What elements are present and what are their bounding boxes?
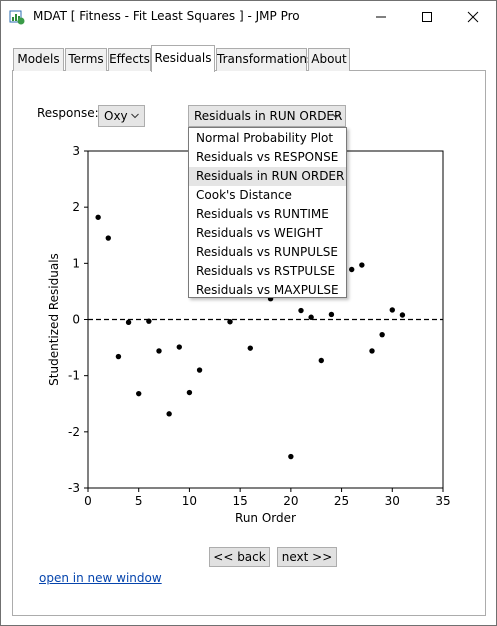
residual-point [156, 348, 162, 354]
plot-type-dropdown-list: Normal Probability Plot Residuals vs RESP… [188, 127, 347, 298]
plot-type-select-value: Residuals in RUN ORDER [194, 109, 343, 123]
title-bar: MDAT [ Fitness - Fit Least Squares ] - J… [1, 1, 496, 32]
response-select-value: Oxy [104, 109, 128, 123]
open-in-new-window-link[interactable]: open in new window [39, 571, 162, 585]
y-tick-label: 2 [72, 200, 80, 214]
y-tick-label: -1 [68, 369, 80, 383]
y-tick-label: 0 [72, 313, 80, 327]
tab-transformations[interactable]: Transformations [216, 48, 313, 71]
x-tick-label: 10 [182, 494, 197, 508]
x-tick-label: 15 [233, 494, 248, 508]
y-axis-label: Studentized Residuals [47, 253, 61, 386]
dropdown-option[interactable]: Residuals vs RUNPULSE [196, 245, 338, 259]
residual-point [379, 331, 385, 338]
x-tick-label: 25 [334, 494, 349, 508]
tab-residuals[interactable]: Residuals [151, 45, 215, 72]
dropdown-option[interactable]: Residuals vs MAXPULSE [196, 283, 339, 297]
x-tick-label: 35 [435, 494, 450, 508]
residual-point [349, 266, 355, 273]
residual-point [247, 345, 253, 351]
residual-point [146, 318, 152, 324]
dropdown-option[interactable]: Residuals vs RUNTIME [196, 207, 329, 221]
x-tick-label: 5 [135, 494, 143, 508]
residual-point [105, 235, 111, 241]
dropdown-option[interactable]: Cook's Distance [196, 188, 292, 202]
x-axis-label: Run Order [235, 511, 296, 525]
tab-about[interactable]: About [308, 48, 350, 71]
x-tick-label: 0 [84, 494, 92, 508]
residual-point [186, 389, 193, 396]
residual-point [115, 353, 122, 360]
residual-point [389, 307, 395, 313]
residual-point [95, 214, 101, 220]
residual-point [308, 314, 314, 320]
residual-point [136, 390, 142, 397]
y-tick-label: 3 [72, 144, 80, 158]
dropdown-option[interactable]: Residuals vs WEIGHT [196, 226, 323, 240]
residual-point [369, 348, 375, 354]
residual-point [196, 367, 203, 373]
minimize-icon [376, 16, 386, 17]
residual-point [359, 262, 365, 268]
plot-type-select[interactable]: Residuals in RUN ORDER [188, 105, 346, 127]
dropdown-option[interactable]: Residuals vs RSTPULSE [196, 264, 336, 278]
dropdown-option[interactable]: Residuals vs RESPONSE [196, 150, 339, 164]
tab-terms[interactable]: Terms [65, 48, 107, 71]
residual-point [399, 312, 406, 318]
residual-point [298, 307, 304, 314]
residual-point [176, 344, 182, 350]
next-button[interactable]: next >> [277, 547, 337, 567]
y-tick-label: -3 [68, 481, 80, 495]
residual-point [125, 319, 132, 326]
dropdown-option[interactable]: Normal Probability Plot [196, 131, 334, 145]
chevron-down-icon [131, 113, 139, 119]
residual-point [166, 411, 172, 417]
minimize-button[interactable] [358, 1, 404, 32]
jmp-app-icon [9, 10, 25, 25]
response-select[interactable]: Oxy [98, 105, 145, 127]
y-tick-label: 1 [72, 256, 80, 270]
x-tick-label: 30 [385, 494, 400, 508]
chevron-down-icon [332, 113, 340, 119]
residual-point [318, 357, 324, 364]
residual-point [227, 319, 233, 325]
back-button[interactable]: << back [209, 547, 270, 567]
tab-models[interactable]: Models [13, 48, 64, 71]
residual-point [328, 311, 335, 318]
close-button[interactable] [450, 1, 496, 32]
dropdown-option[interactable]: Residuals in RUN ORDER [189, 167, 346, 186]
maximize-button[interactable] [404, 1, 450, 32]
tab-effects[interactable]: Effects [108, 48, 151, 71]
residual-point [288, 453, 294, 460]
x-tick-label: 20 [283, 494, 298, 508]
close-icon [467, 11, 479, 22]
response-label: Response: [37, 106, 99, 120]
window-title: MDAT [ Fitness - Fit Least Squares ] - J… [33, 9, 300, 23]
y-tick-label: -2 [68, 425, 80, 439]
maximize-icon [422, 11, 432, 22]
